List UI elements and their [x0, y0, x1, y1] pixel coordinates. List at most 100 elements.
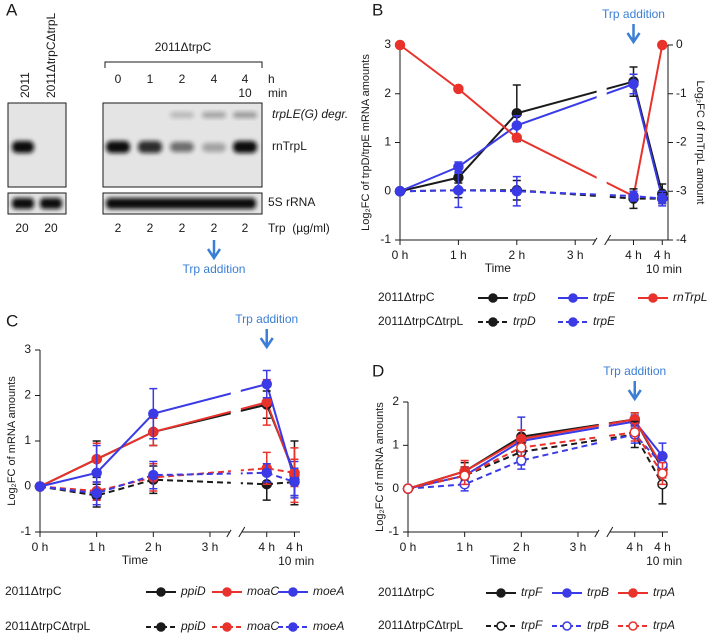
annotation-arrow [626, 24, 641, 45]
series-line [399, 189, 663, 200]
legend-marker [156, 622, 166, 632]
y-tick-label: -1 [380, 232, 391, 246]
data-point [511, 186, 523, 197]
x-tick-label: 2 h [508, 248, 525, 262]
legend-marker [562, 621, 572, 631]
legend-label: ppiD [180, 619, 206, 633]
legend-marker [568, 317, 578, 327]
y-tick-label: 2 [24, 388, 31, 402]
x-axis-label: Time [122, 553, 149, 567]
x-tick-label: 1 h [88, 540, 105, 554]
x-tick-label: 4 h [258, 540, 275, 554]
blot-panel: A 2011 2011ΔtrpCΔtrpL 2011ΔtrpC 0 1 2 4 … [6, 0, 348, 276]
x-tick-label: 4 h [626, 540, 643, 554]
series-line [39, 471, 295, 495]
data-point [657, 39, 668, 51]
legend-marker [628, 588, 638, 598]
x-axis-label: Time [485, 261, 512, 275]
x-tick-label: 3 h [570, 540, 587, 554]
x-tick-label: 2 h [513, 540, 530, 554]
legend-label: trpD [513, 290, 536, 304]
data-point [453, 83, 464, 95]
time-label: 0 [115, 72, 122, 86]
legend-group: 2011ΔtrpCΔtrpL [378, 314, 464, 328]
legend-marker [628, 621, 638, 631]
break-gap [598, 400, 609, 530]
x-tick-label: 4 h 10 min [275, 540, 314, 568]
y2-tick-label: -1 [676, 86, 687, 100]
series-line [407, 433, 664, 490]
panel-label: C [6, 311, 18, 330]
y2-axis-label: Log₂FC of rnTrpL amount [694, 81, 706, 205]
time-label: 1 [147, 72, 154, 86]
chart: B -1 0 1 2 3 -4 -3 -2 -1 0 Log₂FC of rnTrpL amount 0… [360, 0, 708, 328]
legend-label: trpB [587, 585, 609, 599]
y-tick-label: 1 [24, 433, 31, 447]
y-tick-label: 2 [392, 394, 399, 408]
legend-marker [648, 293, 658, 303]
data-point [511, 120, 523, 131]
y-tick-label: 2 [384, 86, 391, 100]
y-tick-label: 1 [384, 135, 391, 149]
y-tick-label: 0 [392, 481, 399, 495]
panel-label: D [372, 361, 384, 380]
data-point [261, 378, 272, 390]
legend-marker [562, 588, 572, 598]
panel-label: B [372, 0, 383, 19]
data-point [628, 190, 639, 202]
charts: B -1 0 1 2 3 -4 -3 -2 -1 0 Log₂FC of rnTrpL amount 0… [5, 0, 707, 633]
legend-marker [496, 588, 506, 598]
data-point [453, 161, 464, 173]
series-line [399, 80, 664, 194]
band [12, 141, 34, 153]
bracket [104, 61, 263, 68]
band [106, 198, 256, 209]
legend-marker [488, 317, 498, 327]
legend-label: trpF [521, 618, 543, 632]
annotation-arrow [627, 381, 642, 402]
legend-group: 2011ΔtrpC [378, 585, 435, 599]
band [233, 112, 257, 118]
series-line [399, 189, 663, 200]
trp-value: 2 [242, 221, 249, 235]
data-point [261, 467, 272, 479]
y-tick-label: 0 [24, 479, 31, 493]
data-point [402, 483, 414, 494]
data-point [91, 467, 102, 479]
legend-marker [288, 587, 298, 597]
band [40, 198, 62, 209]
x-tick-label: 2 h [145, 540, 162, 554]
data-point [511, 132, 523, 143]
legend-label: trpA [653, 618, 675, 632]
y-tick-label: -1 [20, 524, 31, 538]
legend-label: trpE [593, 314, 616, 328]
data-point [394, 39, 406, 51]
data-point [629, 427, 640, 438]
legend-label: trpD [513, 314, 536, 328]
x-tick-label: 1 h [450, 248, 467, 262]
legend-group: 2011ΔtrpCΔtrpL [378, 618, 464, 632]
trp-unit: Trp (µg/ml) [268, 221, 330, 235]
data-point [657, 468, 668, 479]
y2-tick-label: -2 [676, 135, 687, 149]
data-point [628, 78, 639, 90]
data-point [453, 185, 464, 196]
break-gap [230, 348, 241, 530]
legend-label: moaC [247, 619, 279, 633]
legend-group: 2011ΔtrpC [378, 290, 435, 304]
annotation-arrow [259, 329, 274, 350]
data-point [289, 476, 300, 488]
data-point [34, 481, 46, 492]
legend-label: trpB [587, 618, 609, 632]
band-label: rnTrpL [272, 139, 307, 153]
band-label: 5S rRNA [268, 195, 315, 209]
x-tick-label: 0 h [400, 540, 417, 554]
break-gap [596, 43, 607, 238]
series-line [39, 382, 296, 488]
x-tick-label: 3 h [202, 540, 219, 554]
y-tick-label: 3 [384, 37, 391, 51]
series-line [407, 420, 664, 490]
time-label: 4 [242, 72, 249, 86]
